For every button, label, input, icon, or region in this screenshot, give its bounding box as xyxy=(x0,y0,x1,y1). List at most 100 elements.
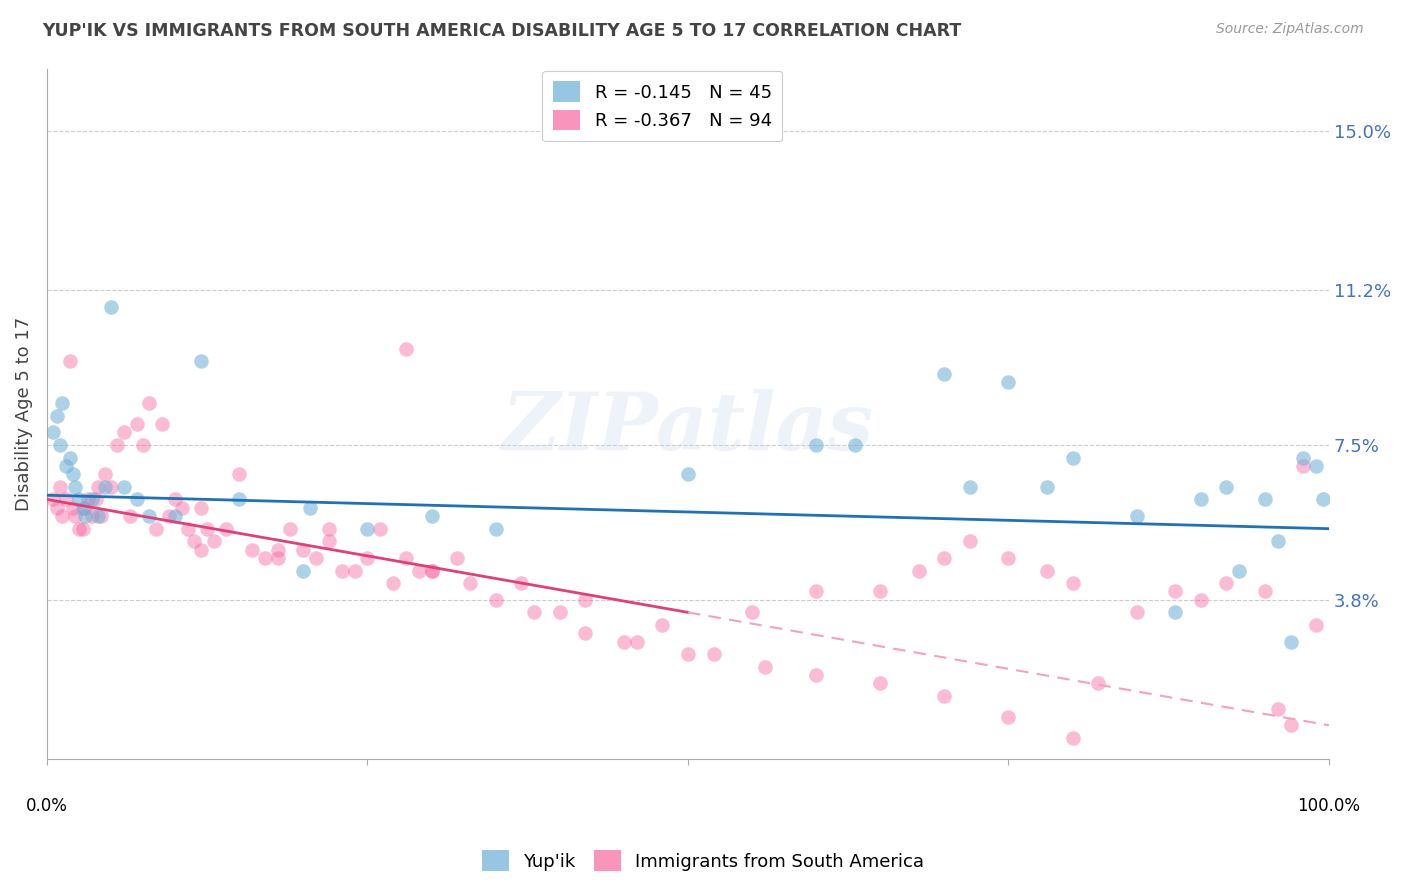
Point xyxy=(458,576,481,591)
Point xyxy=(59,450,82,465)
Point xyxy=(395,551,418,566)
Point xyxy=(292,542,315,557)
Point xyxy=(997,710,1019,724)
Point xyxy=(523,606,546,620)
Point xyxy=(80,509,103,524)
Point xyxy=(754,659,776,673)
Point xyxy=(1087,676,1109,690)
Point xyxy=(62,467,84,482)
Point xyxy=(170,500,193,515)
Point xyxy=(356,522,378,536)
Point xyxy=(280,522,302,536)
Point xyxy=(1279,718,1302,732)
Point xyxy=(676,467,699,482)
Point xyxy=(305,551,328,566)
Point xyxy=(42,425,65,440)
Point xyxy=(51,396,73,410)
Point xyxy=(1125,606,1147,620)
Point xyxy=(1267,534,1289,549)
Point xyxy=(112,480,135,494)
Point xyxy=(343,564,366,578)
Point xyxy=(107,438,129,452)
Point xyxy=(292,564,315,578)
Point xyxy=(356,551,378,566)
Point xyxy=(202,534,225,549)
Point xyxy=(934,367,956,381)
Point xyxy=(87,509,110,524)
Point xyxy=(1227,564,1250,578)
Point xyxy=(934,551,956,566)
Point xyxy=(62,500,84,515)
Point xyxy=(72,500,94,515)
Point xyxy=(1215,480,1237,494)
Point xyxy=(93,467,115,482)
Point xyxy=(420,564,443,578)
Point xyxy=(869,584,891,599)
Point xyxy=(408,564,430,578)
Point xyxy=(42,492,65,507)
Point xyxy=(330,564,353,578)
Point xyxy=(1292,458,1315,473)
Point xyxy=(485,592,508,607)
Point xyxy=(228,492,250,507)
Point xyxy=(150,417,173,431)
Point xyxy=(510,576,533,591)
Point xyxy=(125,417,148,431)
Point xyxy=(804,438,827,452)
Point xyxy=(1164,606,1187,620)
Point xyxy=(1254,492,1277,507)
Point xyxy=(997,551,1019,566)
Point xyxy=(318,534,340,549)
Point xyxy=(195,522,218,536)
Point xyxy=(1267,701,1289,715)
Point xyxy=(1254,584,1277,599)
Point xyxy=(1279,634,1302,648)
Point xyxy=(266,542,288,557)
Point xyxy=(676,647,699,661)
Point xyxy=(51,509,73,524)
Point xyxy=(959,480,981,494)
Point xyxy=(1292,450,1315,465)
Point xyxy=(368,522,391,536)
Point xyxy=(1125,509,1147,524)
Point xyxy=(959,534,981,549)
Point xyxy=(574,592,596,607)
Point xyxy=(869,676,891,690)
Point xyxy=(177,522,200,536)
Point xyxy=(75,509,97,524)
Point xyxy=(63,509,86,524)
Point xyxy=(804,668,827,682)
Point xyxy=(1305,458,1327,473)
Point xyxy=(67,492,90,507)
Point xyxy=(298,500,321,515)
Y-axis label: Disability Age 5 to 17: Disability Age 5 to 17 xyxy=(15,317,32,511)
Point xyxy=(1189,492,1212,507)
Point xyxy=(165,492,187,507)
Point xyxy=(741,606,763,620)
Point xyxy=(240,542,263,557)
Point xyxy=(420,509,443,524)
Point xyxy=(63,480,86,494)
Point xyxy=(420,564,443,578)
Point xyxy=(1062,731,1084,745)
Point xyxy=(934,689,956,703)
Point xyxy=(266,551,288,566)
Point xyxy=(228,467,250,482)
Point xyxy=(67,522,90,536)
Point xyxy=(626,634,648,648)
Point xyxy=(112,425,135,440)
Point xyxy=(844,438,866,452)
Point xyxy=(84,492,107,507)
Point xyxy=(59,354,82,368)
Point xyxy=(48,480,70,494)
Point xyxy=(804,584,827,599)
Point xyxy=(215,522,238,536)
Point xyxy=(145,522,167,536)
Point xyxy=(55,458,77,473)
Point xyxy=(613,634,636,648)
Point xyxy=(138,509,160,524)
Point xyxy=(72,522,94,536)
Point xyxy=(46,500,69,515)
Point xyxy=(1062,450,1084,465)
Point xyxy=(1305,618,1327,632)
